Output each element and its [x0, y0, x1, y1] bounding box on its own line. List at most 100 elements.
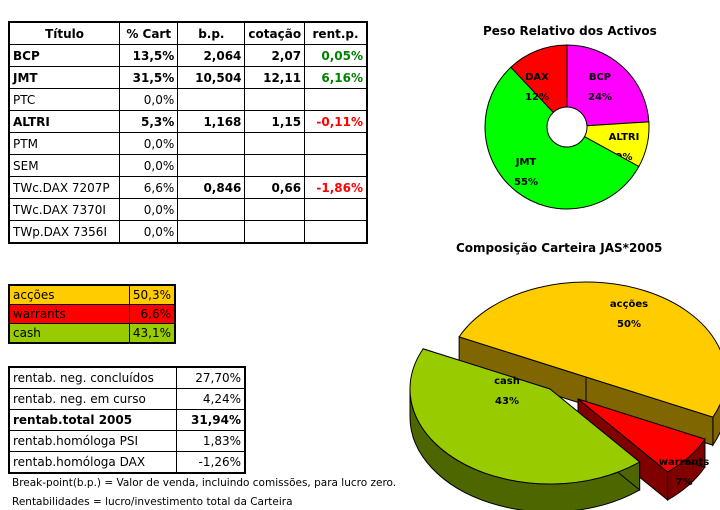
returns-value: 4,24% [176, 388, 246, 410]
allocation-row: acções 50,3% [8, 284, 176, 305]
holding-cotacao: 2,07 [244, 44, 306, 67]
holding-name: ALTRI [8, 110, 121, 133]
holding-name: TWc.DAX 7207P [8, 176, 121, 199]
holding-row: PTM 0,0% [8, 132, 368, 155]
holding-pct-cart: 0,0% [119, 132, 179, 155]
returns-note: Rentabilidades = lucro/investimento tota… [12, 496, 293, 508]
returns-label: rentab.total 2005 [8, 409, 177, 431]
returns-label: rentab. neg. em curso [8, 388, 177, 410]
returns-table: rentab. neg. concluídos 27,70% rentab. neg… [8, 366, 246, 474]
slice-value: 7% [676, 477, 693, 488]
holding-bp [177, 154, 246, 177]
holding-row: SEM 0,0% [8, 154, 368, 177]
slice-value: 9% [616, 152, 633, 163]
allocation-label: acções [8, 284, 130, 305]
holding-pct-cart: 0,0% [119, 154, 179, 177]
holding-rent: -0,11% [304, 110, 368, 133]
holding-rent [304, 88, 368, 111]
header-rent: rent.p. [304, 21, 368, 45]
pie3d-slice-warrants [577, 398, 706, 473]
holding-cotacao [244, 132, 306, 155]
allocation-value: 50,3% [128, 284, 176, 305]
holding-rent [304, 154, 368, 177]
holding-cotacao: 12,11 [244, 66, 306, 89]
returns-value: 27,70% [176, 366, 246, 389]
holding-bp: 1,168 [177, 110, 246, 133]
header-titulo: Título [8, 21, 121, 45]
allocation-label: cash [8, 323, 130, 344]
holding-row: ALTRI 5,3% 1,168 1,15 -0,11% [8, 110, 368, 133]
holding-row: JMT 31,5% 10,504 12,11 6,16% [8, 66, 368, 89]
holding-rent [304, 132, 368, 155]
holding-rent [304, 220, 368, 244]
holding-cotacao [244, 154, 306, 177]
pie3d-chart-title: Composição Carteira JAS*2005 [456, 241, 663, 255]
returns-row: rentab.homóloga DAX -1,26% [8, 451, 246, 474]
returns-value: 31,94% [176, 409, 246, 431]
holding-name: PTC [8, 88, 121, 111]
holding-rent: -1,86% [304, 176, 368, 199]
returns-row: rentab.total 2005 31,94% [8, 409, 246, 431]
holding-cotacao [244, 198, 306, 221]
slice-value: 24% [588, 92, 612, 103]
holding-bp [177, 220, 246, 244]
allocation-value: 6,6% [128, 304, 176, 324]
doughnut-slice-bcp [566, 44, 650, 127]
holding-row: TWc.DAX 7207P 6,6% 0,846 0,66 -1,86% [8, 176, 368, 199]
holding-row: BCP 13,5% 2,064 2,07 0,05% [8, 44, 368, 67]
returns-row: rentab. neg. em curso 4,24% [8, 388, 246, 410]
returns-label: rentab.homóloga DAX [8, 451, 177, 474]
holding-name: PTM [8, 132, 121, 155]
holding-pct-cart: 6,6% [119, 176, 179, 199]
pie3d-slice-cash [409, 348, 641, 485]
holding-pct-cart: 0,0% [119, 220, 179, 244]
holding-cotacao [244, 220, 306, 244]
allocation-value: 43,1% [128, 323, 176, 344]
slice-value: 55% [514, 177, 538, 188]
holding-pct-cart: 13,5% [119, 44, 179, 67]
slice-value: 43% [495, 396, 519, 407]
returns-label: rentab.homóloga PSI [8, 430, 177, 452]
portfolio-composition-3d-pie: acções 50% warrants 7% cash 43% [409, 281, 720, 510]
header-cotacao: cotação [244, 21, 306, 45]
holding-name: SEM [8, 154, 121, 177]
allocation-label: warrants [8, 304, 130, 324]
holding-bp: 0,846 [177, 176, 246, 199]
holding-rent [304, 198, 368, 221]
slice-label: BCP [589, 72, 611, 83]
holding-row: PTC 0,0% [8, 88, 368, 111]
allocation-table: acções 50,3% warrants 6,6% cash 43,1% [8, 284, 176, 344]
holding-pct-cart: 0,0% [119, 88, 179, 111]
returns-label: rentab. neg. concluídos [8, 366, 177, 389]
header-pct-cart: % Cart [119, 21, 179, 45]
slice-label: ALTRI [609, 132, 640, 143]
doughnut-slice-dax [510, 44, 568, 114]
asset-weight-doughnut-chart: BCP 24% ALTRI 9% JMT 55% DAX 12% [484, 44, 650, 210]
allocation-row: warrants 6,6% [8, 304, 176, 324]
holding-bp: 2,064 [177, 44, 246, 67]
slice-value: 12% [525, 92, 549, 103]
holding-name: TWp.DAX 7356I [8, 220, 121, 244]
holding-name: TWc.DAX 7370I [8, 198, 121, 221]
holding-bp [177, 198, 246, 221]
header-bp: b.p. [177, 21, 246, 45]
holding-bp [177, 132, 246, 155]
slice-label: acções [610, 299, 648, 310]
slice-label: warrants [659, 457, 709, 468]
allocation-row: cash 43,1% [8, 323, 176, 344]
holding-cotacao [244, 88, 306, 111]
holding-row: TWp.DAX 7356I 0,0% [8, 220, 368, 244]
returns-row: rentab. neg. concluídos 27,70% [8, 366, 246, 389]
holding-name: BCP [8, 44, 121, 67]
slice-value: 50% [617, 319, 641, 330]
holding-name: JMT [8, 66, 121, 89]
holding-row: TWc.DAX 7370I 0,0% [8, 198, 368, 221]
pie3d-slice-accoes [458, 281, 720, 418]
slice-label: cash [494, 376, 520, 387]
returns-value: -1,26% [176, 451, 246, 474]
holding-pct-cart: 0,0% [119, 198, 179, 221]
holdings-header-row: Título % Cart b.p. cotação rent.p. [8, 21, 368, 45]
holding-rent: 6,16% [304, 66, 368, 89]
holding-cotacao: 0,66 [244, 176, 306, 199]
holdings-table: Título % Cart b.p. cotação rent.p. BCP 13… [8, 21, 368, 244]
